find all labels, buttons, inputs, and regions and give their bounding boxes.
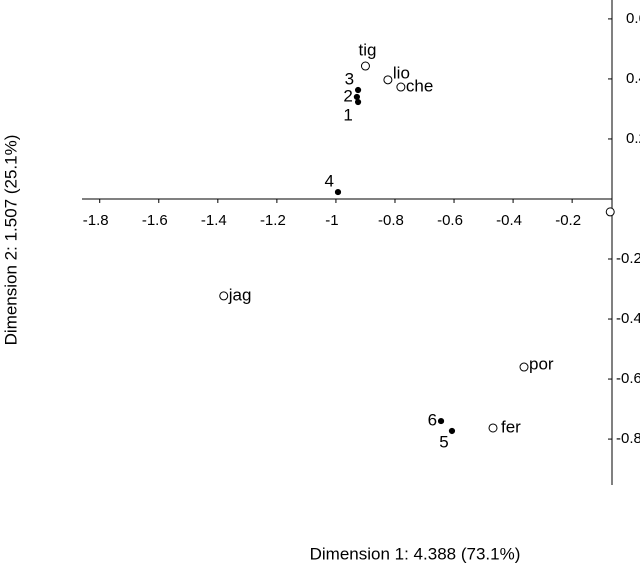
point-label: lio	[393, 63, 410, 82]
y-tick-label: -0.8	[616, 430, 640, 447]
point	[383, 75, 393, 85]
point-label: 6	[428, 411, 437, 430]
point	[488, 423, 498, 433]
point	[448, 427, 456, 435]
point	[354, 98, 362, 106]
point	[437, 417, 445, 425]
x-tick-label: -0.6	[437, 212, 463, 229]
point-label: che	[406, 77, 433, 96]
point-label: 5	[439, 432, 448, 451]
x-axis-title: Dimension 1: 4.388 (73.1%)	[310, 544, 521, 563]
point	[519, 362, 529, 372]
y-tick-label: 0.4	[626, 70, 640, 87]
point-label: 1	[343, 106, 352, 125]
point-label: por	[529, 355, 554, 374]
x-tick-label: -1	[325, 212, 338, 229]
point-label: 2	[343, 86, 352, 105]
point-label: 3	[345, 70, 354, 89]
point	[605, 207, 615, 217]
point-label: 4	[325, 172, 334, 191]
x-tick-label: -0.2	[555, 212, 581, 229]
point-label: fer	[501, 417, 521, 436]
x-tick-label: -1.4	[201, 212, 227, 229]
point-label: tig	[358, 41, 376, 60]
x-tick-label: -1.6	[142, 212, 168, 229]
point	[219, 291, 229, 301]
y-tick-label: 0.2	[626, 130, 640, 147]
point	[353, 93, 360, 101]
y-tick-label: -0.2	[616, 250, 640, 267]
x-tick-label: -0.8	[378, 212, 404, 229]
x-tick-label: -1.2	[260, 212, 286, 229]
point	[334, 188, 342, 196]
point	[354, 86, 362, 94]
y-tick-label: -0.4	[616, 310, 640, 327]
y-axis-title: Dimension 2: 1.507 (25.1%)	[1, 135, 20, 346]
x-tick-label: -1.8	[83, 212, 109, 229]
point-label: jag	[228, 285, 252, 304]
point	[360, 61, 370, 71]
x-tick-label: -0.4	[496, 212, 522, 229]
y-tick-label: -0.6	[616, 370, 640, 387]
y-tick-label: 0.6	[626, 10, 640, 27]
point	[396, 82, 406, 92]
